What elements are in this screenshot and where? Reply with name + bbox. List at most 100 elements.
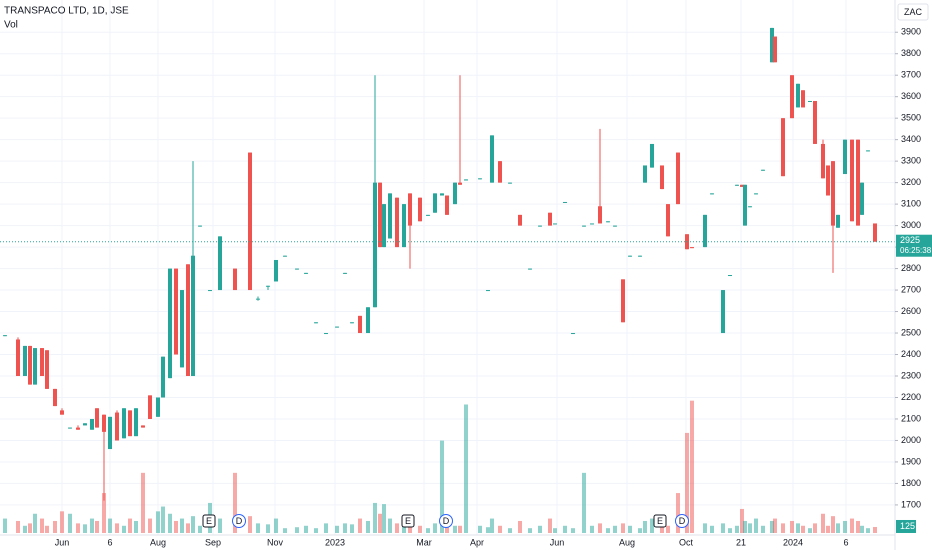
y-tick-label: 2500	[901, 327, 921, 337]
y-tick-label: 3200	[901, 177, 921, 187]
currency-label: ZAC	[904, 7, 923, 17]
y-tick-label: 2000	[901, 435, 921, 445]
x-tick-label: 2024	[783, 537, 803, 547]
volume-bar	[548, 518, 552, 533]
volume-bar	[685, 432, 689, 533]
volume-bar	[382, 504, 386, 533]
candle-body	[274, 259, 278, 282]
candle-body	[233, 268, 237, 291]
volume-bar	[433, 523, 437, 533]
volume-bar	[850, 518, 854, 533]
event-label: D	[679, 516, 686, 526]
event-label: E	[405, 516, 411, 526]
volume-bar	[440, 440, 444, 533]
candle-body	[366, 307, 370, 334]
candle-body	[83, 423, 87, 426]
volume-bar	[553, 528, 557, 533]
volume-bar	[418, 525, 422, 533]
candle-body	[850, 139, 854, 222]
candle-body	[53, 388, 57, 407]
candle-body	[256, 298, 260, 300]
volume-bar	[198, 525, 202, 533]
event-marker	[232, 514, 246, 528]
volume-bar	[621, 523, 625, 533]
candle-body	[528, 268, 532, 270]
candle-body	[335, 326, 339, 328]
candle-body	[571, 333, 575, 335]
candle-body	[373, 182, 377, 308]
candle-body	[248, 152, 252, 291]
volume-bar	[453, 525, 457, 533]
volume-bar	[174, 520, 178, 533]
volume-bar	[508, 528, 512, 533]
y-tick-label: 3600	[901, 91, 921, 101]
volume-bar	[781, 523, 785, 533]
volume-bar	[740, 508, 744, 533]
volume-bar	[40, 518, 44, 533]
volume-bar	[358, 518, 362, 533]
y-tick-label: 2100	[901, 413, 921, 423]
candle-body	[382, 204, 386, 248]
volume-bar	[388, 518, 392, 533]
volume-bar	[628, 525, 632, 533]
candle-body	[266, 285, 270, 287]
volume-bar	[90, 518, 94, 533]
volume-bar	[83, 524, 87, 533]
x-tick-label: 21	[736, 537, 746, 547]
volume-bar	[350, 524, 354, 533]
volume-bar	[563, 525, 567, 533]
candle-body	[186, 264, 190, 377]
price-label-box	[896, 234, 932, 257]
candle-body	[28, 345, 32, 385]
volume-bar	[643, 520, 647, 533]
candle-body	[395, 197, 399, 248]
candle-body	[324, 333, 328, 335]
candle-body	[350, 322, 354, 324]
volume-bar	[33, 513, 37, 533]
candle-body	[836, 214, 840, 228]
candle-body	[408, 193, 412, 226]
volume-bar	[274, 518, 278, 533]
candle-body	[115, 412, 119, 441]
volume-bar	[16, 520, 20, 533]
candle-body	[628, 255, 632, 257]
candle-body	[843, 139, 847, 175]
candle-body	[478, 178, 482, 180]
volume-bar	[314, 528, 318, 533]
volume-bar	[721, 523, 725, 533]
candle-body	[453, 182, 457, 205]
candle-body	[283, 255, 287, 257]
volume-bar	[660, 523, 664, 533]
volume-bar	[538, 525, 542, 533]
event-label: D	[236, 516, 243, 526]
candle-body	[440, 193, 444, 196]
y-tick-label: 3900	[901, 27, 921, 37]
candle-body	[122, 408, 126, 439]
candle-body	[108, 416, 112, 450]
x-tick-label: Apr	[470, 537, 484, 547]
volume-bar	[831, 516, 835, 533]
candle-body	[621, 279, 625, 323]
volume-bar	[464, 404, 468, 533]
candle-body	[761, 169, 765, 171]
candle-body	[638, 255, 642, 257]
x-tick-label: 6	[843, 537, 848, 547]
volume-bar	[148, 518, 152, 533]
candle-body	[458, 182, 462, 185]
volume-bar	[676, 493, 680, 533]
y-tick-label: 3100	[901, 198, 921, 208]
volume-bar	[866, 528, 870, 533]
x-tick-label: 6	[107, 537, 112, 547]
candle-body	[464, 179, 468, 181]
candle-body	[690, 247, 694, 249]
volume-title: Vol	[4, 20, 18, 31]
candle-body	[582, 225, 586, 227]
candle-body	[666, 204, 670, 237]
volume-bar	[843, 520, 847, 533]
x-tick-label: Jun	[55, 537, 70, 547]
candle-body	[598, 206, 602, 224]
volume-bar	[378, 513, 382, 533]
candle-body	[343, 272, 347, 274]
candle-body	[790, 75, 794, 119]
